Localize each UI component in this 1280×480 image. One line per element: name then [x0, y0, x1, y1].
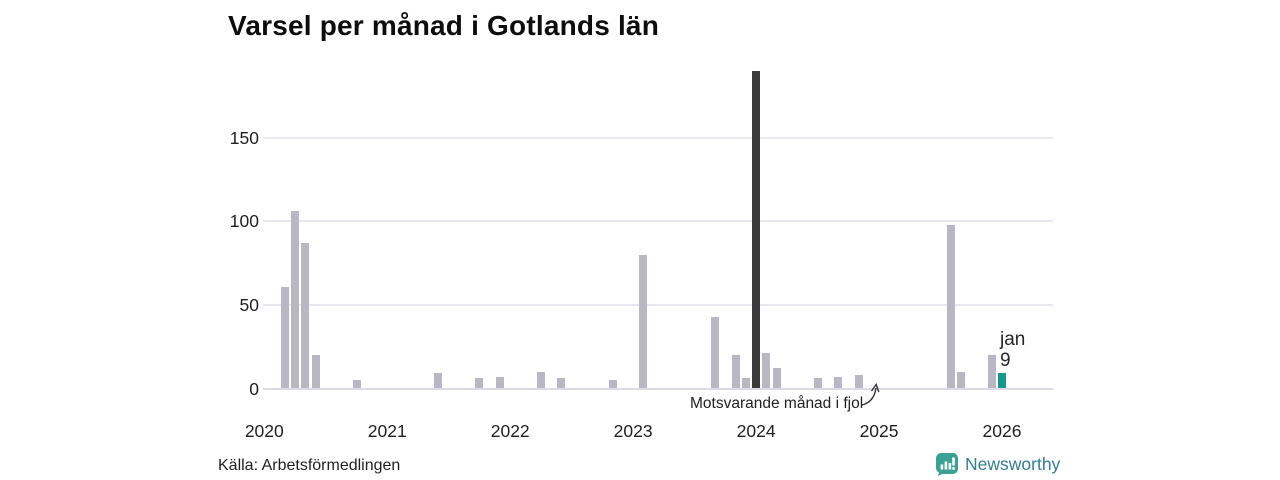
bar-2020-05: [301, 243, 310, 389]
bar-2023-12: [741, 378, 750, 389]
bar-2020-03: [280, 286, 289, 389]
bar-2024-01: [752, 70, 761, 389]
gridline-150: [263, 136, 1053, 139]
bar-2025-08: [946, 224, 955, 389]
bar-2021-06: [434, 373, 443, 389]
bar-2022-11: [608, 380, 617, 389]
y-tick-label-150: 150: [229, 127, 259, 148]
bar-2026-01: [998, 373, 1006, 389]
x-tick-label-2026: 2026: [982, 421, 1022, 441]
bar-2020-04: [291, 211, 300, 389]
current-month-label: jan 9: [1000, 329, 1026, 371]
current-month-name: jan: [1000, 329, 1026, 350]
gridline-100: [263, 220, 1053, 223]
y-tick-label-50: 50: [239, 294, 259, 315]
x-tick-label-2021: 2021: [367, 421, 407, 441]
bar-2025-09: [957, 371, 966, 389]
bar-2020-10: [352, 380, 361, 389]
bar-2021-10: [475, 378, 484, 389]
source-caption: Källa: Arbetsförmedlingen: [218, 457, 401, 474]
newsworthy-wordmark: Newsworthy: [965, 454, 1061, 474]
bar-2023-02: [639, 254, 648, 389]
bar-2025-12: [987, 355, 996, 389]
x-tick-label-2023: 2023: [613, 421, 653, 441]
bar-2022-06: [557, 378, 566, 389]
bar-2021-12: [495, 376, 504, 389]
current-month-value: 9: [1000, 349, 1011, 371]
bar-2024-11: [854, 375, 863, 389]
gridline-50: [263, 303, 1053, 306]
y-tick-label-0: 0: [249, 378, 259, 399]
annotation-arrow-icon: [861, 382, 880, 406]
newsworthy-logo-icon: [936, 453, 958, 476]
chart-title: Varsel per månad i Gotlands län: [228, 10, 660, 41]
bar-2024-09: [834, 376, 843, 389]
comparison-annotation: Motsvarande månad i fjol: [690, 395, 864, 412]
baseline: [263, 387, 1053, 390]
x-tick-label-2020: 2020: [244, 421, 284, 441]
bar-2023-09: [711, 316, 720, 389]
bar-2022-04: [536, 371, 545, 389]
y-tick-label-100: 100: [229, 211, 259, 232]
bar-2024-02: [762, 353, 771, 389]
bar-2020-06: [311, 355, 320, 389]
newsworthy-brand: Newsworthy: [936, 453, 1060, 476]
bar-2024-07: [813, 378, 822, 389]
x-tick-label-2022: 2022: [490, 421, 530, 441]
x-tick-label-2025: 2025: [859, 421, 899, 441]
bar-2024-03: [772, 368, 781, 389]
x-tick-label-2024: 2024: [736, 421, 776, 441]
bar-2023-11: [731, 355, 740, 389]
